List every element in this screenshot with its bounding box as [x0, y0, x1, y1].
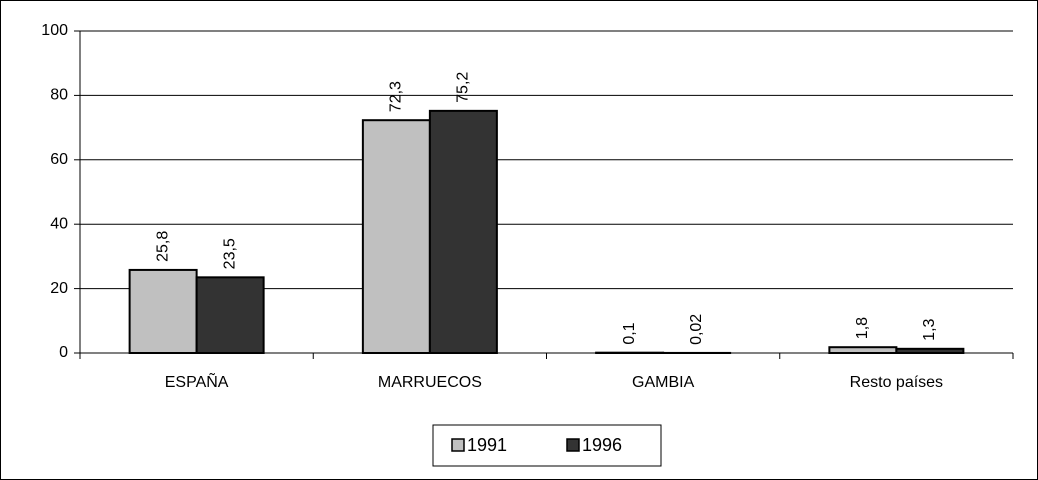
y-tick-label: 0: [59, 344, 68, 361]
bar: [428, 109, 498, 354]
data-label: 0,02: [688, 314, 705, 345]
bar: [195, 276, 265, 354]
data-label: 75,2: [455, 72, 472, 103]
x-tick-label: ESPAÑA: [165, 371, 229, 391]
legend-swatch: [566, 438, 580, 452]
y-tick-label: 60: [50, 151, 68, 168]
legend-box: [432, 424, 662, 467]
y-tick-label: 100: [41, 22, 68, 39]
data-label: 1,3: [921, 318, 938, 340]
y-tick-label: 80: [50, 87, 68, 104]
data-label: 25,8: [154, 231, 171, 262]
bar: [361, 119, 431, 354]
x-tick-label: GAMBIA: [632, 374, 695, 391]
bar: [828, 346, 898, 355]
data-label: 23,5: [221, 238, 238, 269]
data-label: 1,8: [854, 317, 871, 339]
legend-label: 1991: [467, 435, 507, 455]
legend-swatch: [451, 438, 465, 452]
y-tick-label: 20: [50, 280, 68, 297]
x-tick-label: MARRUECOS: [378, 374, 482, 391]
y-tick-label: 40: [50, 215, 68, 232]
legend-label: 1996: [582, 435, 622, 455]
data-label: 0,1: [621, 322, 638, 344]
bar: [128, 268, 198, 355]
data-label: 72,3: [388, 81, 405, 112]
x-tick-label: Resto países: [850, 374, 943, 391]
bar: [895, 347, 965, 354]
